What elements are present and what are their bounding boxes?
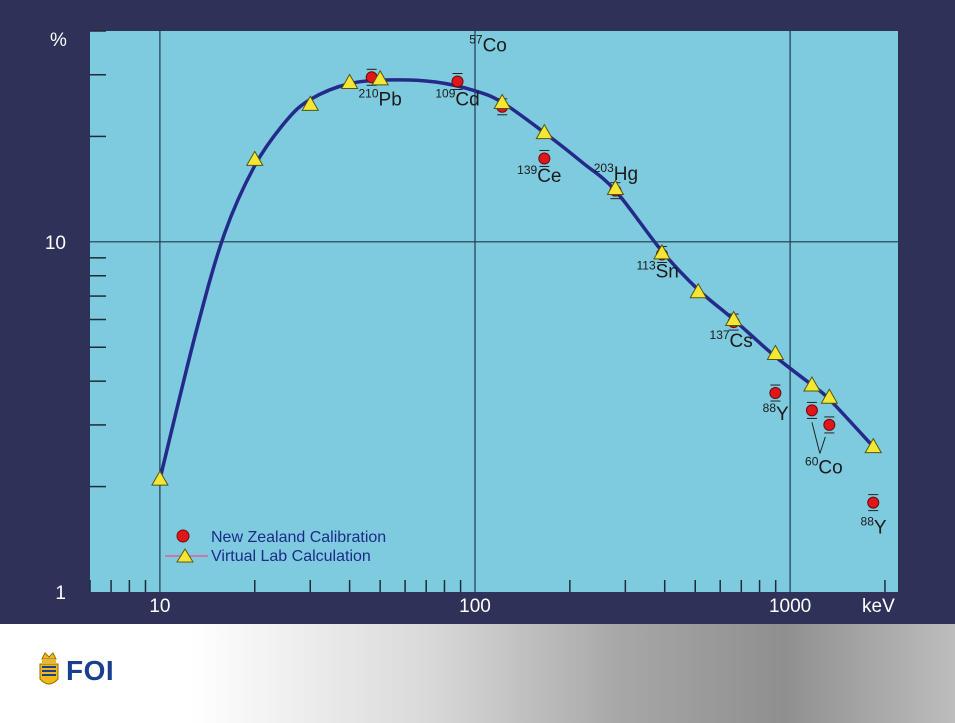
calculation-point: [151, 470, 169, 486]
plot-area: [90, 31, 898, 592]
legend-label-calculation: Virtual Lab Calculation: [211, 548, 371, 565]
isotope-label: 109Cd: [435, 87, 479, 111]
logo-text: FOI: [66, 655, 115, 686]
legend: New Zealand Calibration Virtual Lab Calc…: [165, 529, 386, 565]
isotope-label: 203Hg: [594, 161, 638, 185]
legend-triangle-marker: [176, 548, 194, 563]
calibration-point: [769, 387, 782, 400]
isotope-label: 139Ce: [517, 163, 561, 187]
calculation-point: [653, 243, 671, 260]
isotope-label: 57Co: [469, 32, 507, 56]
data-markers: [151, 68, 883, 512]
isotope-label: 137Cs: [710, 328, 753, 352]
y-axis-label: %: [50, 30, 67, 51]
calculation-point: [820, 388, 839, 404]
calibration-point: [538, 152, 551, 165]
calibration-point: [823, 418, 836, 431]
calculation-point: [371, 69, 390, 86]
axis-ticks: [89, 30, 886, 592]
y-tick-label: 1: [55, 583, 66, 604]
calculation-point: [606, 179, 625, 195]
calculation-point: [689, 282, 708, 299]
isotope-label: 210Pb: [359, 87, 402, 111]
calculation-point: [493, 93, 512, 109]
calibration-point: [805, 404, 818, 417]
legend-label-calibration: New Zealand Calibration: [211, 529, 386, 546]
y-tick-label: 10: [45, 233, 66, 254]
calibration-point: [867, 496, 880, 509]
calibration-point: [451, 75, 464, 88]
x-tick-label: 10: [149, 596, 170, 617]
calculation-point: [245, 150, 264, 166]
calculation-point: [766, 344, 785, 360]
isotope-label: 60Co: [805, 454, 843, 478]
foi-logo: FOI: [36, 646, 114, 696]
isotope-label: 88Y: [763, 401, 789, 425]
isotope-label: 113Sn: [636, 259, 678, 283]
tick-labels: 10 100 1000 1 10: [45, 233, 811, 617]
connector-line: [819, 436, 826, 454]
efficiency-chart: 10 100 1000 1 10 210Pb 109Cd 57Co 139Ce 203Hg 113…: [45, 30, 898, 617]
isotope-label: 88Y: [861, 514, 887, 538]
crown-shield-icon: [39, 652, 59, 685]
connector-line: [811, 422, 821, 454]
calculation-point: [301, 95, 320, 111]
calculation-point: [724, 310, 743, 327]
calculation-point: [864, 437, 883, 454]
footer-band: [0, 624, 955, 723]
fit-curve: [158, 78, 875, 480]
x-axis-label: keV: [862, 596, 895, 617]
isotope-annotations: 210Pb 109Cd 57Co 139Ce 203Hg 113Sn 137Cs 88Y 60C…: [359, 32, 887, 538]
x-tick-label: 100: [459, 596, 491, 617]
calculation-point: [803, 376, 821, 392]
calculation-point: [535, 123, 554, 140]
calculation-point: [340, 73, 359, 90]
x-tick-label: 1000: [769, 596, 811, 617]
legend-circle-marker: [176, 529, 190, 543]
grid-lines: [90, 31, 898, 592]
